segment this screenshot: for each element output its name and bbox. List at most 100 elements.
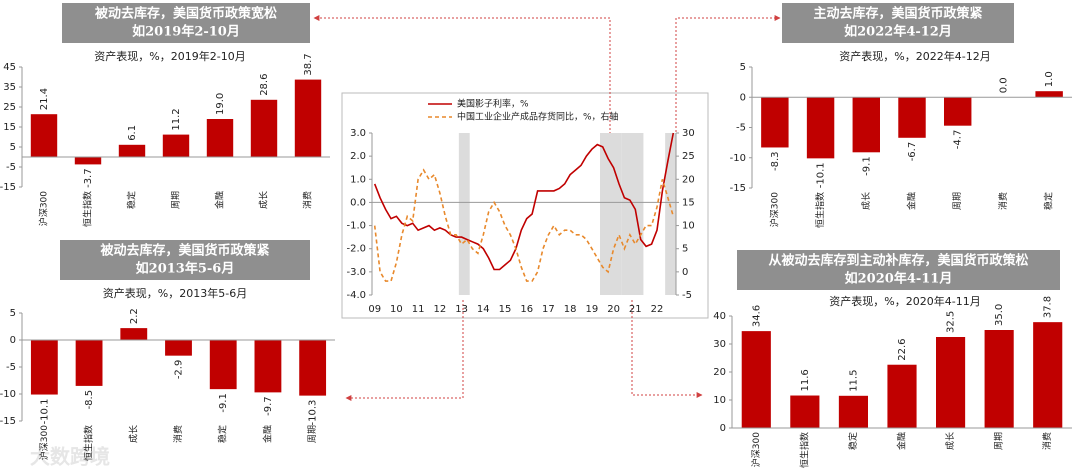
value-label: 11.6 [800,369,811,391]
value-label: 34.6 [751,305,762,327]
x-tick-label: 金融 [906,192,918,210]
x-tick-label: 稳定 [126,191,138,209]
value-label: -9.1 [218,393,229,413]
x-tick-label: 恒生指数 [814,192,826,228]
x-tick-label: 金融 [261,425,273,443]
value-label: 11.5 [848,370,859,392]
bar [887,364,917,428]
y-tick-label: 2.0 [350,151,366,162]
value-label: 1.0 [1044,71,1055,87]
value-label: 19.0 [215,93,226,115]
x-tick-label: 11 [412,304,425,315]
y-tick-label: 0.0 [350,197,366,208]
y2-tick-label: 25 [682,151,695,162]
banner-text: 如2013年5-6月 [136,261,235,277]
value-label: -10.3 [308,400,319,426]
value-label: -3.7 [83,168,94,188]
x-tick-label: 20 [607,304,620,315]
y-tick-label: 20 [713,367,726,378]
subtitle: 资产表现，%，2019年2-10月 [94,49,245,63]
subtitle: 资产表现，%，2013年5-6月 [103,286,247,300]
y-tick-label: -3.0 [346,267,366,278]
y2-tick-label: 30 [682,128,695,139]
y-tick-label: -5 [736,123,746,134]
value-label: -8.3 [770,151,781,171]
bar [852,97,880,153]
banner-text: 被动去库存，美国货币政策宽松 [94,6,277,22]
x-tick-label: 消费 [302,191,314,209]
y2-tick-label: -5 [682,290,692,301]
bar [936,337,966,428]
value-label: 28.6 [259,74,270,96]
center-chart-frame [341,92,709,319]
bar [294,79,322,157]
value-label: 21.4 [39,88,50,110]
x-tick-label: 18 [564,304,577,315]
subtitle: 资产表现，%，2022年4-12月 [839,49,990,63]
bar [1035,91,1063,98]
x-tick-label: 恒生指数 [798,432,810,468]
watermark: 大数跨境 [30,445,110,469]
bar [1033,322,1063,428]
y-tick-label: 5 [10,308,16,319]
value-label: 22.6 [897,338,908,360]
value-label: 0.0 [998,77,1009,93]
legend-label: 美国影子利率，% [457,98,529,110]
banner-box [60,240,310,280]
bar [299,340,327,396]
value-label: -10.1 [816,162,827,188]
x-tick-label: 金融 [896,432,908,450]
value-label: -9.1 [861,156,872,176]
y2-tick-label: 15 [682,197,695,208]
x-tick-label: 09 [368,304,381,315]
value-label: -10.1 [39,399,50,425]
x-tick-label: 10 [390,304,403,315]
banner-text: 如2019年2-10月 [132,24,240,40]
bar [75,340,103,386]
y-tick-label: -15 [0,416,16,427]
y-tick-label: -2.0 [346,244,366,255]
banner-box [62,3,310,43]
value-label: -2.9 [174,360,185,380]
x-tick-label: 金融 [214,191,226,209]
value-label: -9.7 [263,396,274,416]
y-tick-label: -5 [6,162,16,173]
x-tick-label: 消费 [1041,432,1053,450]
x-tick-label: 成长 [860,192,872,210]
y2-tick-label: 10 [682,221,695,232]
value-label: 11.2 [171,108,182,130]
y2-tick-label: 20 [682,174,695,185]
bar [254,340,282,393]
connector [345,300,464,401]
y-tick-label: 30 [713,339,726,350]
y-tick-label: -15 [0,182,16,193]
y-tick-label: 35 [3,82,16,93]
y-tick-label: 5 [740,62,746,73]
bar [206,119,234,157]
y-tick-label: -10 [730,153,746,164]
x-tick-label: 14 [477,304,490,315]
x-tick-label: 周期 [171,191,182,209]
x-tick-label: 21 [629,304,642,315]
x-tick-label: 12 [433,304,446,315]
bar [790,395,820,428]
value-label: 37.8 [1043,296,1054,318]
x-tick-label: 消费 [997,192,1009,210]
bar [838,395,868,428]
y-tick-label: 40 [713,311,726,322]
banner-text: 如2020年4-11月 [845,271,953,287]
x-tick-label: 13 [455,304,468,315]
connectors [313,15,781,401]
bar [74,157,102,165]
x-tick-label: 沪深300 [750,432,762,467]
banner-text: 从被动去库存到主动补库存，美国货币政策松 [768,253,1028,269]
connector [313,15,611,150]
y2-tick-label: 0 [682,267,688,278]
y-tick-label: 0 [740,92,746,103]
y-tick-label: 10 [713,395,726,406]
bar [30,114,58,157]
x-tick-label: 稳定 [1043,192,1055,210]
banner-text: 主动去库存，美国货币政策紧 [813,6,982,22]
x-tick-label: 成长 [258,191,270,209]
y-tick-label: -5 [6,362,16,373]
